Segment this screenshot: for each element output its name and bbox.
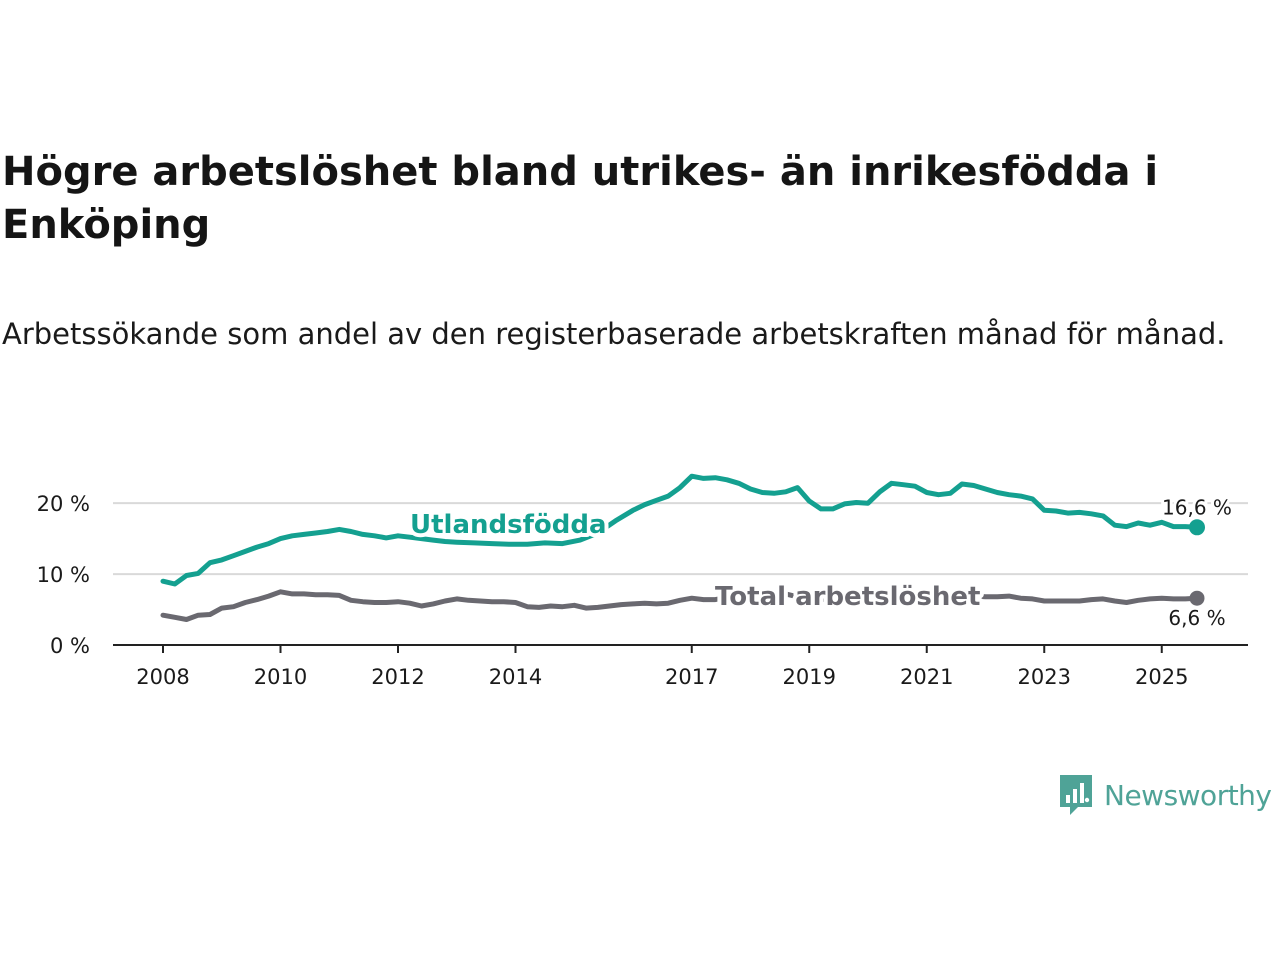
x-tick-label: 2021 bbox=[900, 665, 953, 689]
series-line-total bbox=[160, 589, 1200, 622]
x-tick-label: 2019 bbox=[783, 665, 836, 689]
x-tick-label: 2010 bbox=[254, 665, 307, 689]
series-line-utlandsfodda bbox=[160, 473, 1200, 587]
chart-subtitle: Arbetssökande som andel av den registerb… bbox=[2, 317, 1226, 351]
y-tick-label: 20 % bbox=[37, 492, 90, 516]
end-point-utlandsfodda bbox=[1189, 519, 1205, 536]
x-tick-label: 2014 bbox=[489, 665, 542, 689]
series-label-utlandsfodda: Utlandsfödda bbox=[410, 510, 607, 540]
end-label-utlandsfodda: 16,6 % bbox=[1162, 495, 1232, 519]
y-tick-label: 10 % bbox=[37, 563, 90, 587]
x-tick-label: 2025 bbox=[1135, 665, 1188, 689]
axes: 0 % 10 % 20 % 2008 2010 2012 2014 2017 2019 2021 2… bbox=[37, 492, 1248, 689]
newsworthy-logo-icon bbox=[1060, 775, 1092, 815]
series bbox=[160, 473, 1205, 622]
end-point-total bbox=[1189, 590, 1205, 606]
y-tick-label: 0 % bbox=[50, 634, 90, 658]
x-tick-label: 2012 bbox=[371, 665, 424, 689]
x-tick-label: 2023 bbox=[1018, 665, 1071, 689]
brand-name: Newsworthy bbox=[1104, 778, 1272, 812]
chart-title: Högre arbetslöshet bland utrikes- än inr… bbox=[2, 149, 1159, 248]
end-label-total: 6,6 % bbox=[1168, 606, 1225, 630]
newsworthy-brand[interactable]: Newsworthy bbox=[1058, 772, 1272, 818]
line-chart: 0 % 10 % 20 % 2008 2010 2012 2014 2017 2019 2021 2… bbox=[37, 473, 1248, 689]
gridlines bbox=[113, 502, 1248, 576]
labels: Utlandsfödda Total arbetslöshet 16,6 % 6,6 … bbox=[406, 492, 1235, 633]
x-tick-label: 2008 bbox=[136, 665, 189, 689]
series-label-total: Total arbetslöshet bbox=[715, 582, 980, 612]
x-tick-label: 2017 bbox=[665, 665, 718, 689]
